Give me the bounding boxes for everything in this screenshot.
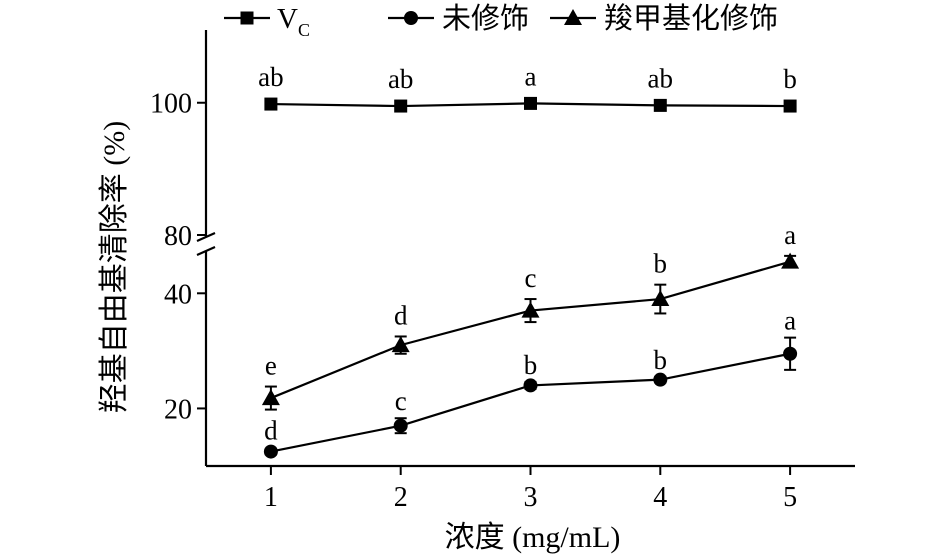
significance-label: ab <box>648 63 673 93</box>
significance-label: e <box>265 351 277 381</box>
data-point <box>781 252 800 269</box>
series-circle <box>263 336 798 459</box>
legend-marker <box>404 11 418 25</box>
axes: 100 80 40 20 1 2 3 4 5 浓度 (mg/mL) 羟基自由基清除率 (%) <box>98 30 855 554</box>
significance-label: b <box>524 350 538 380</box>
legend-label-main: V <box>277 3 298 35</box>
x-tick-label: 5 <box>783 482 797 513</box>
data-point <box>261 389 280 406</box>
x-tick-label: 4 <box>653 482 667 513</box>
legend-label: VC <box>277 3 310 40</box>
y-tick-label: 100 <box>150 89 192 120</box>
y-axis-break-mark <box>196 245 216 257</box>
data-point <box>783 346 798 361</box>
data-point <box>521 301 540 318</box>
x-tick-label: 2 <box>394 482 408 513</box>
data-point <box>394 99 408 113</box>
legend-label: 羧甲基化修饰 <box>604 2 778 35</box>
significance-label: a <box>784 220 796 250</box>
data-point <box>391 336 410 353</box>
x-tick-label: 1 <box>264 482 278 513</box>
y-tick-label: 20 <box>164 394 192 425</box>
legend-item: VC <box>224 3 310 40</box>
data-point <box>524 96 537 110</box>
significance-label: b <box>654 345 668 375</box>
data-point <box>393 418 408 433</box>
significance-label: ab <box>258 62 283 92</box>
series-square <box>264 96 797 113</box>
significance-label: b <box>654 249 668 279</box>
series-layer <box>261 96 800 459</box>
labels-layer: ab ab a ab b d c b b a e d c b a <box>258 61 797 445</box>
legend: VC 未修饰 羧甲基化修饰 <box>224 2 778 40</box>
significance-label: a <box>784 306 796 336</box>
data-point <box>651 290 670 307</box>
significance-label: c <box>525 263 537 293</box>
significance-label: d <box>394 300 408 330</box>
data-point <box>783 99 797 113</box>
data-point <box>653 372 668 387</box>
significance-label: d <box>264 416 278 446</box>
y-axis-title: 羟基自由基清除率 (%) <box>98 121 131 413</box>
data-point <box>264 97 278 111</box>
data-point <box>523 378 538 393</box>
significance-label: ab <box>388 64 413 94</box>
significance-label: a <box>525 61 537 91</box>
significance-label: c <box>395 386 407 416</box>
data-point <box>653 98 667 112</box>
y-tick-label: 40 <box>164 279 192 310</box>
x-tick-label: 3 <box>524 482 538 513</box>
y-tick-label: 80 <box>164 221 192 252</box>
data-point <box>263 444 278 459</box>
legend-label: 未修饰 <box>442 2 529 35</box>
y-axis-break-mark <box>196 231 216 243</box>
x-axis-title: 浓度 (mg/mL) <box>445 521 621 554</box>
legend-marker <box>564 9 582 25</box>
series-triangle <box>261 252 800 411</box>
legend-marker <box>240 11 254 25</box>
legend-item: 未修饰 <box>388 2 529 35</box>
legend-label-subscript: C <box>298 20 310 40</box>
significance-label: b <box>783 64 797 94</box>
legend-item: 羧甲基化修饰 <box>550 2 778 35</box>
